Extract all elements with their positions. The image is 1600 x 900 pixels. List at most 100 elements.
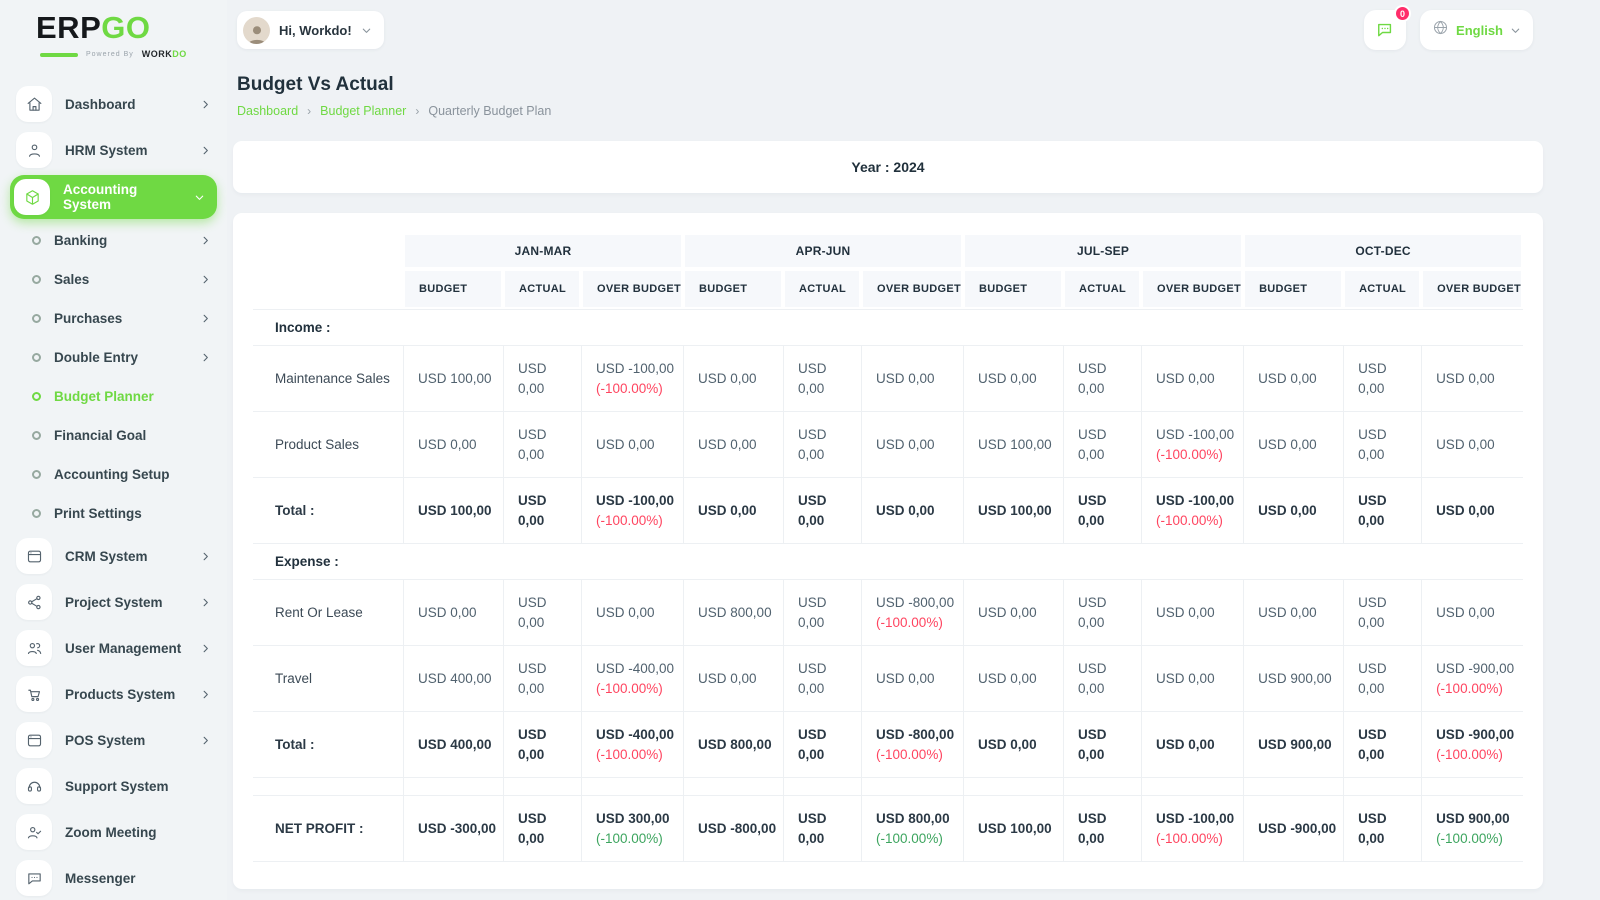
sidebar-item-zoom-meeting[interactable]: Zoom Meeting	[16, 809, 211, 855]
corner-cell	[253, 233, 403, 309]
workdo-label: WORKDO	[141, 49, 187, 59]
amount-cell: USD 800,00	[683, 580, 784, 646]
amount-cell: USD 0,00	[1421, 412, 1524, 478]
amount-cell: USD 0,00	[861, 478, 964, 544]
chevron-right-icon	[200, 235, 211, 246]
table-row: Travel USD 400,00 USD 0,00 USD -400,00 (-100…	[253, 646, 1524, 712]
bullet-icon	[32, 314, 41, 323]
amount-cell: USD -900,00 (-100.00%)	[1421, 712, 1524, 778]
amount-cell: USD 0,00	[1343, 580, 1422, 646]
chevron-right-icon	[200, 352, 211, 363]
cube-icon	[14, 179, 50, 215]
chevron-down-icon	[194, 192, 205, 203]
table-row: Product Sales USD 0,00 USD 0,00 USD 0,00 USD…	[253, 412, 1524, 478]
sidebar-item-purchases[interactable]: Purchases	[16, 299, 211, 338]
sidebar-item-dashboard[interactable]: Dashboard	[16, 81, 211, 127]
amount-cell: USD 0,00	[1063, 646, 1142, 712]
row-label: Total :	[253, 478, 403, 544]
percent-value: (-100.00%)	[1436, 680, 1503, 696]
bullet-icon	[32, 275, 41, 284]
sidebar-item-support-system[interactable]: Support System	[16, 763, 211, 809]
amount-cell: USD 0,00	[403, 412, 503, 478]
amount-cell: USD -400,00 (-100.00%)	[581, 646, 684, 712]
sidebar-item-label: POS System	[65, 732, 146, 748]
chevron-right-icon	[200, 99, 211, 110]
chevron-right-icon	[200, 735, 211, 746]
column-header: ACTUAL	[503, 269, 581, 309]
table-row: Total : USD 100,00 USD 0,00 USD -100,00 (-10…	[253, 478, 1524, 544]
sidebar-item-budget-planner[interactable]: Budget Planner	[16, 377, 211, 416]
language-selector[interactable]: English	[1420, 10, 1533, 50]
notification-badge: 0	[1394, 5, 1412, 22]
sidebar-item-financial-goal[interactable]: Financial Goal	[16, 416, 211, 455]
logo-underline	[40, 52, 78, 57]
sidebar-item-label: Products System	[65, 686, 176, 702]
amount-cell: USD 900,00	[1243, 712, 1344, 778]
notifications-button[interactable]: 0	[1364, 5, 1412, 50]
sidebar-item-label: Accounting Setup	[54, 467, 170, 482]
amount-cell: USD 0,00	[503, 580, 581, 646]
amount-cell: USD 100,00	[963, 412, 1064, 478]
quarter-header: JUL-SEP	[963, 233, 1244, 269]
user-menu-button[interactable]: Hi, Workdo!	[237, 11, 384, 49]
sidebar-item-double-entry[interactable]: Double Entry	[16, 338, 211, 377]
bullet-icon	[32, 470, 41, 479]
column-header: ACTUAL	[1343, 269, 1422, 309]
amount-cell: USD 900,00	[1243, 646, 1344, 712]
sidebar-item-user-management[interactable]: User Management	[16, 625, 211, 671]
sidebar-item-label: User Management	[65, 640, 182, 656]
amount-cell: USD 0,00	[963, 712, 1064, 778]
column-header: OVER BUDGET	[1421, 269, 1524, 309]
column-header: OVER BUDGET	[1141, 269, 1244, 309]
column-header: OVER BUDGET	[861, 269, 964, 309]
amount-cell: USD 0,00	[581, 412, 684, 478]
cart-icon	[16, 676, 52, 712]
row-label: Total :	[253, 712, 403, 778]
amount-cell: USD -800,00 (-100.00%)	[861, 580, 964, 646]
main-area: Hi, Workdo! 0 English Budget Vs Actual D…	[227, 0, 1543, 900]
sidebar-nav: Dashboard HRM System Accounting System Bank…	[0, 81, 227, 900]
sidebar-item-print-settings[interactable]: Print Settings	[16, 494, 211, 533]
browser-icon	[16, 538, 52, 574]
year-label: Year : 2024	[851, 159, 925, 175]
sidebar-item-crm-system[interactable]: CRM System	[16, 533, 211, 579]
amount-cell: USD -800,00	[683, 796, 784, 862]
sidebar-item-accounting-setup[interactable]: Accounting Setup	[16, 455, 211, 494]
amount-cell: USD 0,00	[1421, 346, 1524, 412]
row-label: NET PROFIT :	[253, 796, 403, 862]
sidebar-item-pos-system[interactable]: POS System	[16, 717, 211, 763]
breadcrumb-link-dashboard[interactable]: Dashboard	[237, 104, 299, 118]
sidebar-item-messenger[interactable]: Messenger	[16, 855, 211, 900]
amount-cell: USD 0,00	[1141, 712, 1244, 778]
sidebar-item-project-system[interactable]: Project System	[16, 579, 211, 625]
sidebar-item-sales[interactable]: Sales	[16, 260, 211, 299]
amount-cell: USD 0,00	[683, 412, 784, 478]
amount-cell: USD 0,00	[1243, 412, 1344, 478]
sidebar-item-label: Dashboard	[65, 96, 136, 112]
column-header: BUDGET	[683, 269, 784, 309]
quarter-header: OCT-DEC	[1243, 233, 1524, 269]
amount-cell: USD 0,00	[783, 646, 862, 712]
sidebar-item-hrm-system[interactable]: HRM System	[16, 127, 211, 173]
usercheck-icon	[16, 814, 52, 850]
amount-cell: USD 0,00	[503, 646, 581, 712]
amount-cell: USD 0,00	[1343, 478, 1422, 544]
amount-cell: USD -900,00 (-100.00%)	[1421, 646, 1524, 712]
sidebar-item-banking[interactable]: Banking	[16, 221, 211, 260]
language-label: English	[1456, 22, 1503, 38]
percent-value: (-100.00%)	[596, 746, 663, 762]
section-row: Income :	[253, 309, 1524, 346]
amount-cell: USD -100,00 (-100.00%)	[1141, 796, 1244, 862]
app-logo[interactable]: ERPGO Powered By WORKDO	[0, 0, 227, 59]
percent-value: (-100.00%)	[1156, 830, 1223, 846]
sidebar-item-accounting-system[interactable]: Accounting System	[10, 175, 217, 219]
browser-icon	[16, 722, 52, 758]
breadcrumb-link-budget-planner[interactable]: Budget Planner	[320, 104, 407, 118]
amount-cell: USD 0,00	[1343, 646, 1422, 712]
sidebar-item-products-system[interactable]: Products System	[16, 671, 211, 717]
breadcrumb: Dashboard › Budget Planner › Quarterly Budge…	[237, 104, 1543, 118]
column-header: OVER BUDGET	[581, 269, 684, 309]
bullet-icon	[32, 236, 41, 245]
amount-cell: USD 0,00	[1063, 412, 1142, 478]
topbar: Hi, Workdo! 0 English	[227, 0, 1543, 50]
